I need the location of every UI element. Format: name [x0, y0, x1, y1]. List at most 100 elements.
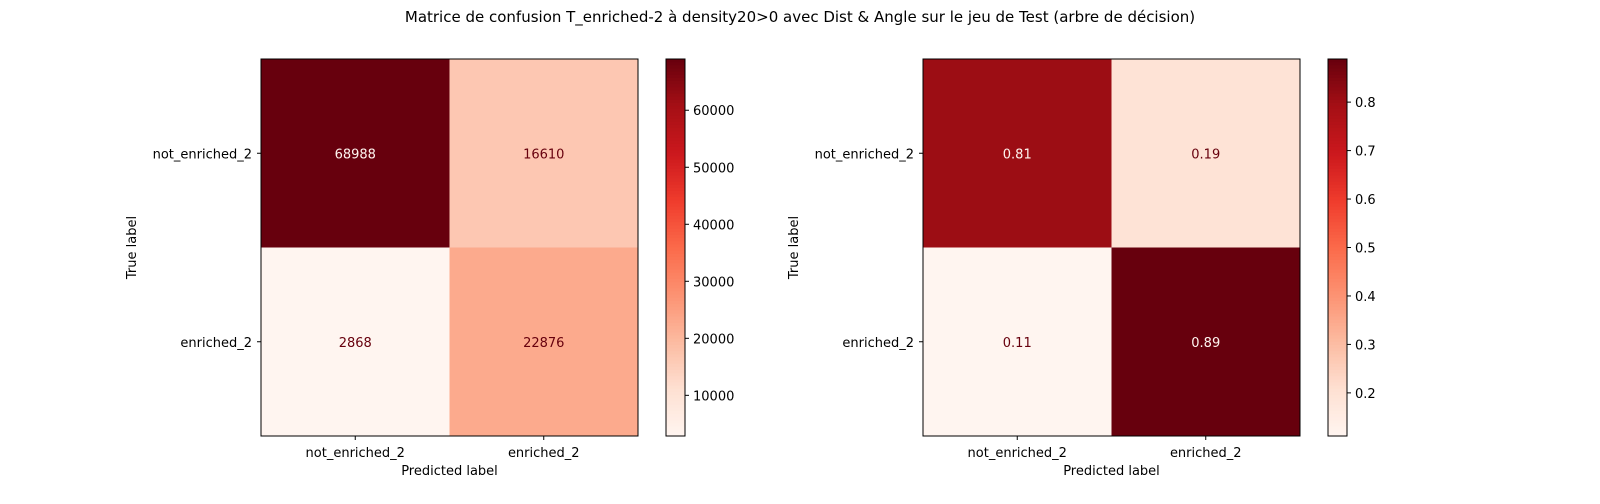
panel-2-colorbar-slice [1328, 288, 1347, 293]
panel-2-colorbar-slice [1328, 392, 1347, 396]
panel-2-colorbar-slice [1328, 118, 1347, 123]
panel-2-colorbar-slice [1328, 253, 1347, 258]
panel-1-colorbar-slice [666, 203, 685, 208]
panel-2-colorbar-slice [1328, 93, 1347, 98]
panel-2-colorbar-slice [1328, 172, 1347, 176]
panel-1-colorbar-slice [666, 165, 685, 170]
panel-2-colorbar-slice [1328, 313, 1347, 318]
panel-1-colorbar-slice [666, 231, 685, 236]
panel-1-colorbar-slice [666, 310, 685, 315]
panel-1-colorbar-slice [666, 382, 685, 387]
panel-2-colorbar-slice [1328, 404, 1347, 409]
panel-2-x-tick-label-0: not_enriched_2 [968, 446, 1067, 461]
panel-1-colorbar-slice [666, 102, 685, 107]
panel-2-colorbar-slice [1328, 366, 1347, 371]
panel-1-colorbar-slice [666, 96, 685, 101]
panel-2-cell-1-1 [1111, 247, 1300, 436]
panel-2-colorbar-slice [1328, 354, 1347, 359]
panel-2-colorbar-slice [1328, 357, 1347, 362]
panel-1-colorbar-slice [666, 319, 685, 324]
panel-1-colorbar-slice [666, 291, 685, 296]
panel-2-colorbar-slice [1328, 407, 1347, 412]
panel-1-colorbar-slice [666, 388, 685, 393]
panel-1-colorbar-slice [666, 256, 685, 261]
panel-2-colorbar-slice [1328, 128, 1347, 132]
panel-1-colorbar-slice [666, 112, 685, 117]
panel-1-cell-0-0 [261, 59, 450, 248]
panel-2-colorbar-slice [1328, 87, 1347, 92]
panel-2-colorbar-slice [1328, 62, 1347, 66]
panel-1-colorbar-slice [666, 263, 685, 267]
panel-2-colorbar-slice [1328, 395, 1347, 399]
panel-2-colorbar-slice [1328, 184, 1347, 189]
panel-1-colorbar-slice [666, 338, 685, 343]
panel-1-x-axis-label: Predicted label [401, 464, 498, 479]
panel-1-colorbar-slice [666, 322, 685, 327]
panel-2-colorbar-slice [1328, 190, 1347, 195]
panel-2-colorbar-slice [1328, 115, 1347, 120]
panel-1-colorbar-slice [666, 115, 685, 120]
panel-1-colorbar-slice [666, 212, 685, 217]
panel-2-colorbar-slice [1328, 420, 1347, 425]
panel-1-colorbar-slice [666, 162, 685, 167]
panel-2-cell-label-0-0: 0.81 [1003, 147, 1032, 162]
panel-1-colorbar-slice [666, 62, 685, 66]
panel-1-colorbar-slice [666, 121, 685, 126]
panel-2-colorbar-slice [1328, 194, 1347, 198]
panel-1-colorbar-slice [666, 216, 685, 220]
panel-1-colorbar-slice [666, 146, 685, 151]
panel-2-colorbar-slice [1328, 348, 1347, 352]
panel-2-colorbar-slice [1328, 143, 1347, 148]
panel-1-colorbar-frame [665, 58, 686, 437]
panel-1-cell-0-1 [449, 59, 638, 248]
panel-1-colorbar-slice [666, 370, 685, 374]
panel-2-colorbar-slice [1328, 200, 1347, 205]
panel-2-colorbar-slice [1328, 417, 1347, 421]
panel-2-colorbar-slice [1328, 344, 1347, 349]
panel-1-colorbar-slice [666, 137, 685, 142]
panel-1-colorbar-slice [666, 109, 685, 114]
panel-1-cell-label-0-0: 68988 [335, 147, 376, 162]
panel-2-colorbar-slice [1328, 341, 1347, 346]
panel-2-colorbar-slice [1328, 310, 1347, 315]
panel-2-colorbar-slice [1328, 146, 1347, 151]
panel-2-colorbar-slice [1328, 423, 1347, 428]
panel-1-colorbar-slice [666, 74, 685, 79]
panel-1-colorbar-tick-label-1: 20000 [693, 332, 734, 347]
panel-1-colorbar-slice [666, 140, 685, 145]
panel-1-y-tick-label-0: not_enriched_2 [153, 147, 252, 162]
panel-1-colorbar-slice [666, 404, 685, 409]
panel-2-colorbar-slice [1328, 206, 1347, 211]
panel-2-colorbar-slice [1328, 168, 1347, 173]
panel-2-colorbar-tick-label-4: 0.6 [1355, 193, 1376, 208]
panel-2-colorbar-slice [1328, 329, 1347, 333]
panel-1-colorbar-slice [666, 219, 685, 223]
panel-1-colorbar-tick-label-2: 30000 [693, 275, 734, 290]
panel-2-y-tick-label-1: enriched_2 [842, 336, 914, 351]
panel-1-colorbar-slice [666, 87, 685, 92]
panel-2-colorbar-slice [1328, 187, 1347, 192]
panel-1-colorbar-slice [666, 178, 685, 183]
panel-2-colorbar-slice [1328, 140, 1347, 145]
panel-1-colorbar-slice [666, 278, 685, 283]
panel-2-axes-frame [922, 58, 1301, 437]
panel-1-colorbar-slice [666, 366, 685, 371]
panel-2-colorbar-slice [1328, 266, 1347, 271]
panel-2-colorbar-slice [1328, 112, 1347, 117]
panel-2-colorbar-slice [1328, 124, 1347, 129]
panel-1-colorbar-slice [666, 106, 685, 110]
panel-2-colorbar-slice [1328, 99, 1347, 104]
panel-1-colorbar-slice [666, 172, 685, 176]
panel-1-colorbar-slice [666, 407, 685, 412]
panel-2-cell-label-0-1: 0.19 [1191, 147, 1220, 162]
panel-2-colorbar-slice [1328, 263, 1347, 267]
panel-1-colorbar-slice [666, 313, 685, 318]
panel-1-colorbar-tick-label-4: 50000 [693, 161, 734, 176]
panel-1-colorbar-slice [666, 168, 685, 173]
panel-1-y-axis-label: True label [125, 216, 140, 280]
panel-1-colorbar-slice [666, 181, 685, 186]
panel-2-colorbar-slice [1328, 426, 1347, 431]
panel-2-colorbar-slice [1328, 96, 1347, 101]
panel-1-colorbar-slice [666, 124, 685, 129]
